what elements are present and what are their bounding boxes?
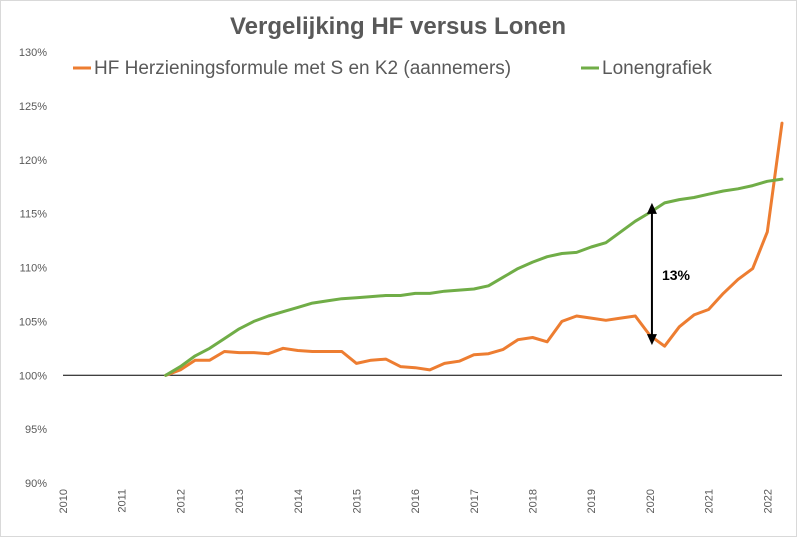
y-tick-label: 125% <box>19 101 47 113</box>
x-tick-label: 2012 <box>175 489 187 513</box>
annotation-label: 13% <box>662 267 691 283</box>
y-tick-label: 100% <box>19 370 47 382</box>
annotation-arrow-head-down <box>646 334 657 346</box>
series-layer <box>164 121 784 377</box>
x-tick-label: 2020 <box>645 489 657 513</box>
series-line-2 <box>164 177 784 377</box>
y-tick-label: 120% <box>19 155 47 167</box>
series-line-1 <box>164 121 784 377</box>
y-tick-label: 115% <box>20 209 48 221</box>
annotation-arrow-head-up <box>646 202 657 214</box>
x-tick-label: 2022 <box>762 489 774 513</box>
x-tick-label: 2011 <box>117 489 129 513</box>
x-tick-label: 2014 <box>293 489 305 513</box>
x-tick-label: 2021 <box>704 489 716 513</box>
x-tick-label: 2017 <box>469 489 481 513</box>
y-tick-label: 90% <box>25 478 47 490</box>
x-tick-label: 2019 <box>586 489 598 513</box>
y-tick-label: 110% <box>20 263 48 275</box>
x-tick-label: 2018 <box>528 489 540 513</box>
y-tick-label: 130% <box>19 47 47 59</box>
y-tick-label: 95% <box>25 424 47 436</box>
x-tick-label: 2010 <box>58 489 70 513</box>
legend-label: Lonengrafiek <box>602 58 712 79</box>
y-axis: 90% 95% 100% 105% 110% 115% 120% 125% 130% <box>19 47 47 490</box>
y-tick-label: 105% <box>19 316 47 328</box>
x-axis: 2010 2011 2012 2013 2014 2015 2016 2017 2018 2019… <box>58 489 774 513</box>
legend-label: HF Herzieningsformule met S en K2 (aanne… <box>94 58 511 79</box>
chart-title: Vergelijking HF versus Lonen <box>230 13 566 40</box>
legend: HF Herzieningsformule met S en K2 (aanne… <box>73 58 712 79</box>
x-tick-label: 2016 <box>410 489 422 513</box>
x-tick-label: 2015 <box>351 489 363 513</box>
x-tick-label: 2013 <box>234 489 246 513</box>
annotation-layer: 13% <box>646 202 691 346</box>
